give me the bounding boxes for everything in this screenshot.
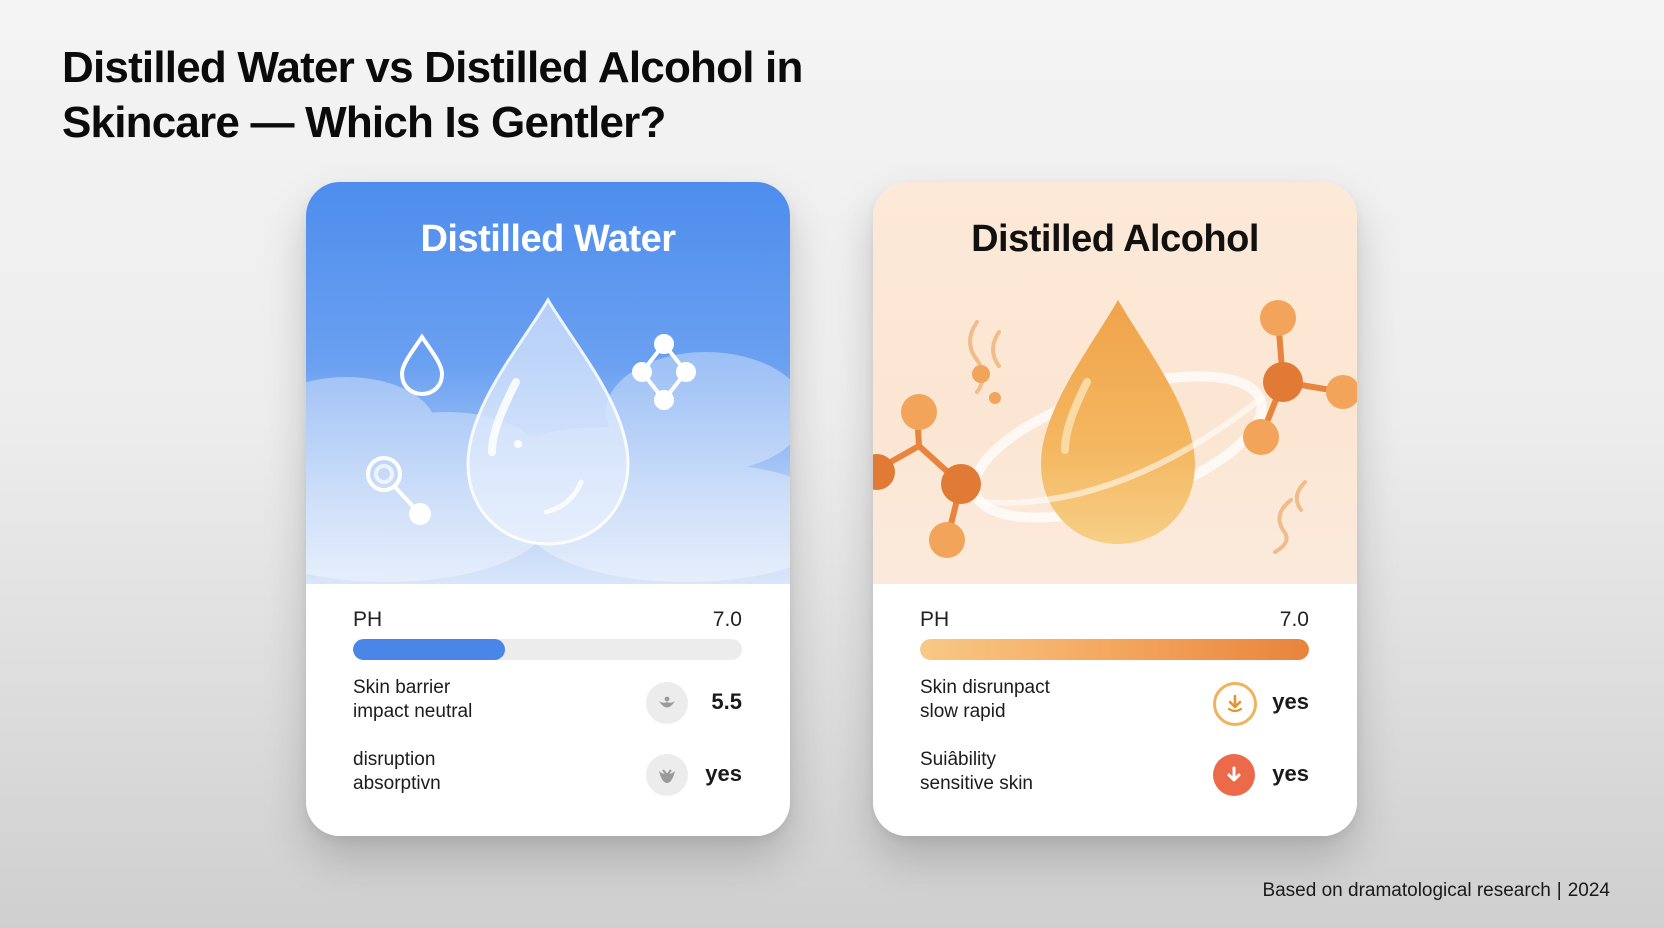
page-title: Distilled Water vs Distilled Alcohol in … — [62, 40, 882, 150]
swirl-ring-front — [982, 394, 1265, 506]
row-value: yes — [1272, 761, 1309, 786]
water-card-title: Distilled Water — [420, 218, 676, 260]
water-stats-panel: PH 7.0 Skin barrier impact neutral 5.5 d… — [306, 584, 790, 836]
molecule-left-icon — [873, 394, 981, 558]
alcohol-ph-bar — [920, 639, 1309, 660]
water-ph-label: PH — [353, 608, 383, 631]
footer-source: Based on dramatological research | 2024 — [1262, 880, 1610, 902]
down-arrow-filled-icon — [1213, 754, 1255, 796]
row-label: Skin barrier impact neutral — [353, 677, 473, 722]
row-label: disruption absorptivn — [353, 749, 441, 794]
distilled-alcohol-card: Distilled Alcohol PH 7.0 Skin disrunpact… — [873, 182, 1357, 836]
molecule-right-icon — [1243, 300, 1357, 455]
water-illustration — [306, 297, 790, 582]
water-hero-illustration: Distilled Water — [306, 182, 790, 584]
alcohol-drop-icon — [1041, 300, 1195, 544]
footer-source-text: Based on dramatological research — [1262, 880, 1551, 901]
distilled-water-card: Distilled Water PH 7.0 Skin barrier impa… — [306, 182, 790, 836]
alcohol-stats-panel: PH 7.0 Skin disrunpact slow rapid yes Su… — [873, 584, 1357, 836]
water-row-skin-barrier: Skin barrier impact neutral 5.5 — [306, 676, 790, 736]
alcohol-row-skin-disruption: Skin disrunpact slow rapid yes — [873, 676, 1357, 736]
alcohol-ph-label: PH — [920, 608, 950, 631]
water-ph-value: 7.0 — [712, 608, 742, 631]
down-arrow-outline-icon — [1213, 682, 1257, 726]
magnifier-icon — [366, 456, 431, 525]
water-ph-bar-fill — [353, 639, 505, 660]
alcohol-illustration — [873, 300, 1357, 558]
alcohol-ph-bar-fill — [920, 639, 1309, 660]
alcohol-ph-value: 7.0 — [1279, 608, 1309, 631]
row-value: 5.5 — [711, 689, 742, 714]
row-value: yes — [705, 761, 742, 786]
water-ph-bar — [353, 639, 742, 660]
page-title-line-2: Skincare — Which Is Gentler? — [62, 98, 666, 147]
water-row-disruption: disruption absorptivn yes — [306, 748, 790, 808]
molecule-icon — [632, 334, 696, 410]
alcohol-row-suitability: Suiâbility sensitive skin yes — [873, 748, 1357, 808]
row-label: Skin disrunpact slow rapid — [920, 677, 1050, 722]
footer-year: 2024 — [1567, 880, 1610, 901]
small-drop-icon — [399, 333, 445, 397]
alcohol-card-title: Distilled Alcohol — [971, 218, 1259, 260]
footer-separator: | — [1556, 880, 1562, 901]
page-title-line-1: Distilled Water vs Distilled Alcohol in — [62, 43, 803, 92]
row-value: yes — [1272, 689, 1309, 714]
row-label: Suiâbility sensitive skin — [920, 749, 1033, 794]
water-drop-icon — [466, 297, 630, 546]
alcohol-hero-illustration: Distilled Alcohol — [873, 182, 1357, 584]
neutral-drop-icon — [646, 682, 688, 724]
neutral-drop-icon — [646, 754, 688, 796]
